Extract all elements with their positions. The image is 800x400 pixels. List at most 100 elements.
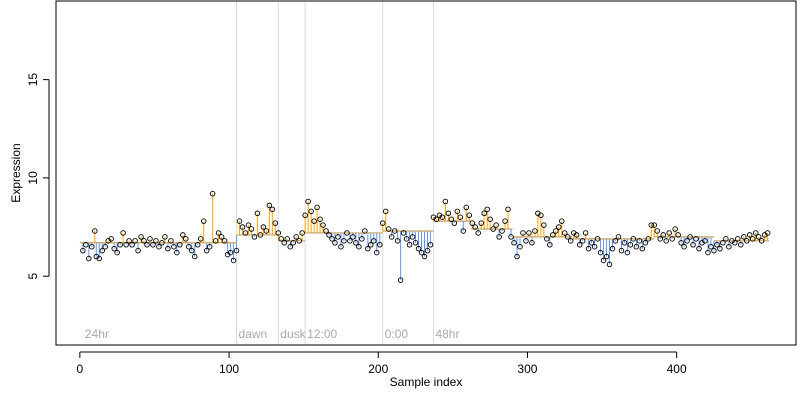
- data-point: [251, 234, 258, 240]
- data-point: [696, 245, 702, 252]
- y-tick-label: 10: [26, 171, 40, 185]
- data-point: [714, 241, 720, 248]
- data-point: [287, 243, 293, 250]
- data-point: [720, 240, 726, 246]
- data-point: [356, 243, 362, 250]
- data-point: [654, 228, 661, 234]
- data-point: [171, 243, 177, 250]
- data-point: [684, 238, 690, 244]
- data-point: [385, 226, 392, 232]
- data-point: [559, 218, 565, 224]
- data-point: [642, 240, 649, 246]
- data-point: [755, 234, 762, 240]
- data-point: [708, 243, 714, 250]
- x-tick-label: 200: [368, 362, 388, 376]
- data-point: [308, 208, 314, 215]
- data-point: [675, 232, 681, 238]
- data-point: [651, 222, 658, 228]
- condition-label: 0:00: [385, 327, 409, 341]
- data-point: [439, 214, 446, 220]
- data-point: [96, 255, 103, 262]
- condition-label: dusk: [280, 327, 306, 341]
- data-point: [594, 236, 601, 242]
- data-point: [442, 198, 449, 205]
- x-tick-label: 300: [517, 362, 537, 376]
- data-point: [311, 218, 317, 224]
- data-point: [454, 208, 461, 215]
- data-point: [705, 249, 711, 256]
- data-point: [752, 230, 759, 236]
- data-point: [609, 245, 616, 252]
- data-point: [236, 218, 243, 224]
- data-point: [338, 243, 344, 250]
- data-point: [433, 216, 440, 222]
- data-point: [92, 228, 98, 234]
- data-point: [526, 230, 532, 236]
- data-point: [296, 238, 302, 244]
- condition-label: dawn: [239, 327, 268, 341]
- data-point: [120, 230, 126, 236]
- data-point: [114, 249, 120, 256]
- data-point: [227, 249, 234, 256]
- data-point: [681, 243, 687, 250]
- data-point: [353, 240, 359, 246]
- data-point: [382, 208, 389, 215]
- data-point: [493, 222, 499, 228]
- data-point: [451, 220, 458, 226]
- data-point: [159, 240, 165, 246]
- data-point: [562, 230, 568, 236]
- data-point: [183, 236, 189, 242]
- data-point: [735, 236, 741, 242]
- data-point: [529, 240, 535, 246]
- data-point: [478, 220, 484, 226]
- data-point: [412, 240, 419, 246]
- data-point: [672, 226, 678, 232]
- data-point: [576, 241, 583, 248]
- data-point: [209, 190, 216, 197]
- data-point: [418, 249, 425, 256]
- data-point: [723, 236, 729, 242]
- data-point: [490, 226, 496, 232]
- data-point: [150, 241, 156, 248]
- data-point: [612, 238, 619, 244]
- plot-frame: [55, 0, 797, 346]
- data-point: [475, 230, 481, 236]
- data-point: [639, 245, 646, 252]
- data-point: [189, 247, 195, 254]
- data-point: [156, 243, 162, 250]
- data-point: [126, 238, 132, 244]
- data-point: [687, 234, 693, 240]
- data-point: [582, 230, 589, 236]
- data-point: [341, 238, 347, 244]
- data-point: [266, 202, 273, 209]
- data-point: [738, 241, 744, 248]
- data-point: [514, 253, 520, 260]
- data-point: [547, 241, 553, 248]
- data-point: [221, 238, 228, 244]
- data-point: [588, 240, 595, 246]
- data-point: [711, 247, 717, 254]
- data-point: [520, 230, 526, 236]
- data-point: [200, 218, 207, 224]
- data-point: [368, 241, 374, 248]
- data-point: [717, 245, 723, 252]
- data-point: [400, 230, 407, 236]
- data-point: [275, 230, 282, 236]
- data-point: [377, 241, 383, 248]
- data-point: [359, 236, 365, 242]
- data-point: [132, 238, 138, 244]
- data-point: [138, 234, 144, 240]
- data-point: [86, 255, 92, 262]
- data-point: [239, 224, 246, 230]
- data-point: [254, 210, 261, 217]
- data-point: [747, 232, 753, 238]
- condition-label: 24hr: [85, 327, 109, 341]
- data-point: [541, 222, 547, 228]
- data-point: [645, 236, 652, 242]
- data-point: [194, 241, 201, 248]
- y-tick-label: 15: [26, 73, 40, 87]
- data-point: [591, 243, 598, 250]
- data-point: [744, 238, 750, 244]
- data-point: [415, 245, 422, 252]
- data-point: [89, 243, 95, 250]
